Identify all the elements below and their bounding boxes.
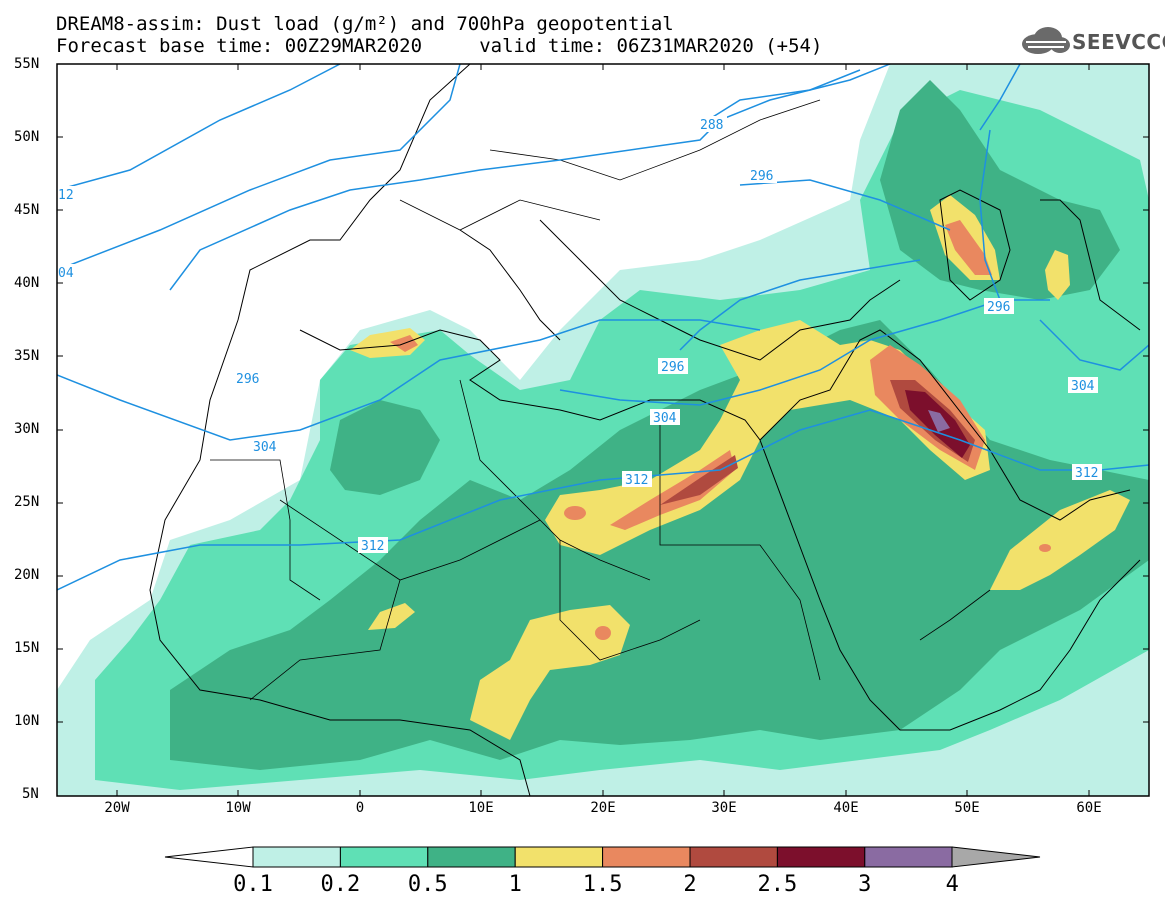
contour-label: 304 bbox=[250, 438, 280, 455]
lon-label: 10E bbox=[468, 800, 494, 816]
svg-text:312: 312 bbox=[625, 473, 648, 488]
dust-region-1.5 bbox=[610, 450, 735, 530]
lon-label: 20W bbox=[104, 800, 130, 816]
svg-text:304: 304 bbox=[653, 411, 677, 426]
dust-region-2 bbox=[660, 455, 738, 505]
svg-text:296: 296 bbox=[750, 169, 773, 184]
dust-region-1.5-spot1 bbox=[564, 506, 586, 520]
lat-label: 30N bbox=[14, 421, 40, 437]
svg-text:04: 04 bbox=[58, 266, 74, 281]
lat-label: 5N bbox=[22, 786, 39, 802]
svg-text:296: 296 bbox=[661, 360, 684, 375]
logo-text: SEEVCCC bbox=[1072, 30, 1165, 54]
colorbar-label: 1 bbox=[508, 872, 522, 897]
coastlines bbox=[149, 64, 1141, 796]
dust-region-1.5-spot3 bbox=[1039, 544, 1051, 552]
map-subtitle: Forecast base time: 00Z29MAR2020 valid t… bbox=[56, 35, 823, 57]
dust-region-0.5 bbox=[170, 320, 1149, 770]
contour-label: 296 bbox=[233, 370, 263, 387]
dust-region-1.5-spot2 bbox=[595, 626, 611, 640]
lon-label: 40E bbox=[833, 800, 859, 816]
lat-label: 45N bbox=[14, 202, 40, 218]
lat-label: 10N bbox=[14, 713, 40, 729]
svg-text:288: 288 bbox=[700, 118, 723, 133]
colorbar-label: 1.5 bbox=[582, 872, 623, 897]
dust-region-1.5-caspian bbox=[945, 220, 992, 275]
lon-label: 10W bbox=[225, 800, 251, 816]
svg-text:12: 12 bbox=[58, 188, 74, 203]
colorbar-label: 3 bbox=[858, 872, 872, 897]
lat-label: 25N bbox=[14, 494, 40, 510]
lat-label: 55N bbox=[14, 56, 40, 72]
dust-region-1-sahel bbox=[470, 605, 630, 740]
colorbar-label: 0.1 bbox=[233, 872, 273, 897]
dust-region-0.5-nwafrica bbox=[330, 400, 440, 495]
contour-label: 296 bbox=[747, 167, 777, 184]
contour-label: 04 bbox=[57, 264, 75, 281]
colorbar-label: 2 bbox=[683, 872, 697, 897]
dust-region-1-sahara-small bbox=[368, 603, 415, 630]
country-borders bbox=[210, 99, 991, 701]
lat-label: 35N bbox=[14, 348, 40, 364]
geopotential-contours bbox=[57, 64, 1149, 591]
contour-label: 312 bbox=[1072, 464, 1102, 481]
axis-ticks bbox=[57, 63, 1149, 797]
svg-text:312: 312 bbox=[361, 539, 384, 554]
lon-label: 0 bbox=[355, 800, 365, 816]
contour-label: 312 bbox=[622, 471, 652, 488]
lat-label: 40N bbox=[14, 275, 40, 291]
dust-region-1-arabia bbox=[990, 490, 1130, 590]
dust-region-3 bbox=[928, 410, 950, 432]
svg-text:296: 296 bbox=[236, 372, 259, 387]
contour-label: 304 bbox=[650, 409, 680, 426]
lat-label: 50N bbox=[14, 129, 40, 145]
dust-region-1-iran bbox=[1045, 250, 1070, 300]
dust-region-0.5-north bbox=[880, 80, 1120, 300]
contour-label: 304 bbox=[1068, 377, 1098, 394]
colorbar-label: 0.2 bbox=[320, 872, 361, 897]
seevccc-logo bbox=[1022, 27, 1070, 54]
contour-label: 12 bbox=[57, 186, 75, 203]
svg-text:296: 296 bbox=[987, 300, 1010, 315]
lat-label: 15N bbox=[14, 640, 40, 656]
colorbar-label: 4 bbox=[945, 872, 959, 897]
colorbar-label: 2.5 bbox=[757, 872, 798, 897]
map-title: DREAM8-assim: Dust load (g/m²) and 700hP… bbox=[56, 13, 674, 35]
contour-label: 312 bbox=[358, 537, 388, 554]
svg-text:304: 304 bbox=[1071, 379, 1095, 394]
lon-label: 60E bbox=[1076, 800, 1102, 816]
lon-label: 30E bbox=[711, 800, 737, 816]
colorbar-label: 0.5 bbox=[407, 872, 448, 897]
svg-text:312: 312 bbox=[1075, 466, 1098, 481]
lon-label: 20E bbox=[590, 800, 616, 816]
contour-label: 296 bbox=[984, 298, 1014, 315]
svg-text:304: 304 bbox=[253, 440, 277, 455]
lon-label: 50E bbox=[954, 800, 980, 816]
cloud-icon bbox=[1022, 27, 1070, 54]
contour-label: 288 bbox=[697, 116, 727, 133]
lat-label: 20N bbox=[14, 567, 40, 583]
contour-labels: 288 296 296 296 296 304 304 304 312 312 … bbox=[57, 116, 1102, 554]
contour-label: 296 bbox=[658, 358, 688, 375]
